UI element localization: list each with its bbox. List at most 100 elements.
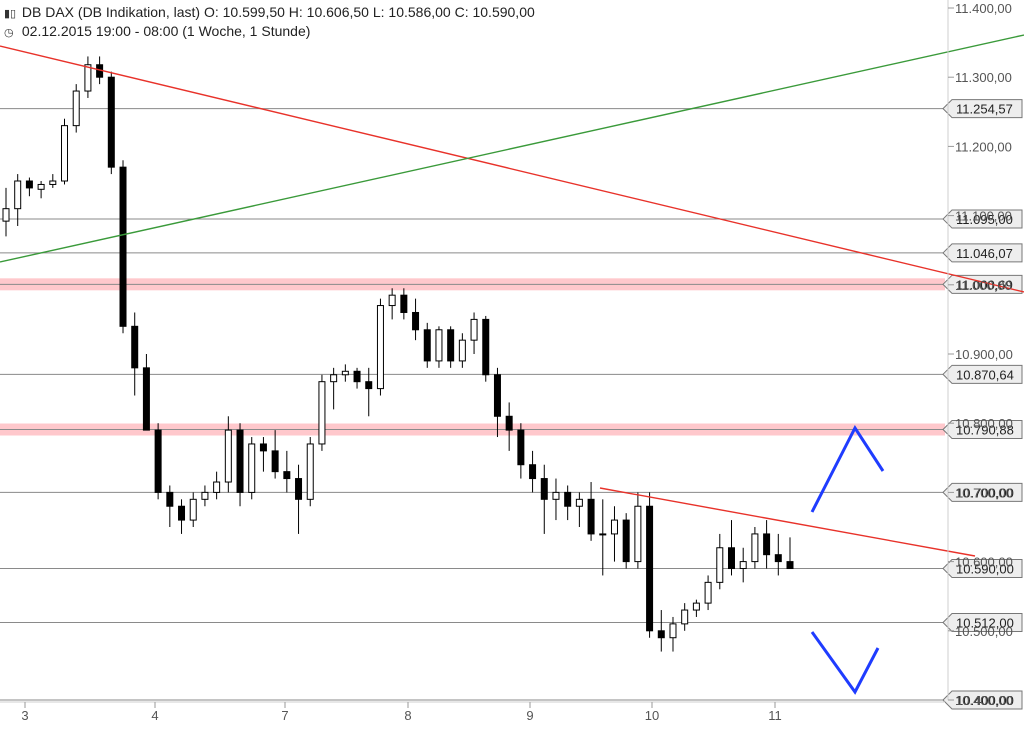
candle-body [224,429,232,483]
level-price-tag: 10.790,88 [942,420,1023,440]
candle-body [458,339,466,362]
horizontal-levels: 11.254,57 11.095,00 11.046,07 11.000,69 10.8… [0,99,1023,710]
x-tick-label: 4 [151,708,158,723]
y-tick-label: 11.400,00 [955,1,1012,16]
candle [295,464,303,534]
x-tick-label: 11 [768,708,782,723]
candle [318,374,326,451]
candle [610,506,618,562]
candle [49,174,57,188]
candle [575,492,583,527]
trendline [0,45,1024,293]
candle-body [774,554,782,563]
level-tag-text: 10.400,00 [956,693,1014,708]
candle-series [2,56,794,652]
instrument-info-text: DB DAX (DB Indikation, last) O: 10.599,5… [21,4,535,20]
candle-body [72,90,80,127]
y-tick-label: 11.300,00 [955,70,1012,85]
candle-body [482,318,490,376]
candle-body [423,329,431,362]
level-price-tag: 10.700,00 [942,482,1023,502]
candle [236,423,244,507]
level-tag-box [942,243,1023,263]
candle [692,599,700,617]
candle [774,533,782,576]
candle-body [505,415,513,431]
y-tick-label: 11.100,00 [955,209,1012,224]
candle [376,298,384,396]
level-price-tag: 11.000,69 [942,274,1023,294]
x-tick-label: 9 [526,708,533,723]
candle-body [248,443,256,493]
candle [423,322,431,368]
candle-body [400,294,408,313]
candle-body [517,429,525,466]
candlestick-icon: ▮▯ [4,8,17,20]
candle-body [25,180,33,189]
candle [213,471,221,500]
level-price-tag: 10.590,00 [942,559,1023,579]
candle [306,437,314,507]
candle-body [587,498,595,535]
level-tag-text: 11.095,00 [956,212,1013,227]
candle-body [493,374,501,417]
level-tag-text: 11.000,69 [956,277,1013,292]
candle-body [540,478,548,500]
candle [786,537,794,570]
candle [72,84,80,133]
y-tick-label: 11.200,00 [955,139,1012,154]
candle-body [14,180,22,210]
level-tag-box [942,209,1023,229]
candle-body [634,505,642,563]
candle-body [259,443,267,452]
y-axis: 11.400,0011.300,0011.200,0011.100,0011.0… [947,0,1013,708]
y-tick-label: 10.500,00 [955,624,1013,639]
candle-body [306,443,314,500]
x-tick-label: 8 [404,708,411,723]
trendlines [0,34,1024,557]
candle-body [692,602,700,611]
candle-body [657,630,665,639]
candle [271,430,279,479]
candle-body [681,609,689,625]
candle [412,298,420,341]
candle [493,367,501,438]
level-tag-text: 10.512,00 [956,615,1014,630]
candle-body [107,76,115,168]
candle [435,326,443,368]
candle-body [318,381,326,445]
candle-body [552,491,560,500]
candle-body [529,464,537,480]
candle [517,423,525,479]
candle-body [646,505,654,632]
candle [388,288,396,320]
period-info-text: 02.12.2015 19:00 - 08:00 (1 Woche, 1 Stu… [21,23,311,39]
candle-body [599,533,607,536]
candle [365,367,373,417]
candle [599,499,607,576]
candle [201,485,209,507]
candle [505,402,513,451]
candle [564,485,572,521]
candle [37,181,45,199]
candle [248,437,256,500]
candle-body [353,370,361,383]
candle [107,71,115,175]
x-axis: 3 4 7 8 9 10 11 [0,701,945,723]
candle-body [49,180,57,185]
candle [634,492,642,569]
y-tick-label: 10.900,00 [955,347,1013,362]
level-tag-text: 10.870,64 [956,367,1014,382]
level-tag-box [942,559,1023,579]
candle-body [470,318,478,341]
candle-body [622,519,630,563]
candle-body [166,491,174,507]
candle-body [178,505,186,521]
candle-body [2,208,10,222]
candle-body [786,561,794,570]
candle [681,603,689,631]
candle-body [704,581,712,604]
candle-body [376,305,384,390]
candle-body [365,381,373,390]
trendline [0,34,1024,263]
